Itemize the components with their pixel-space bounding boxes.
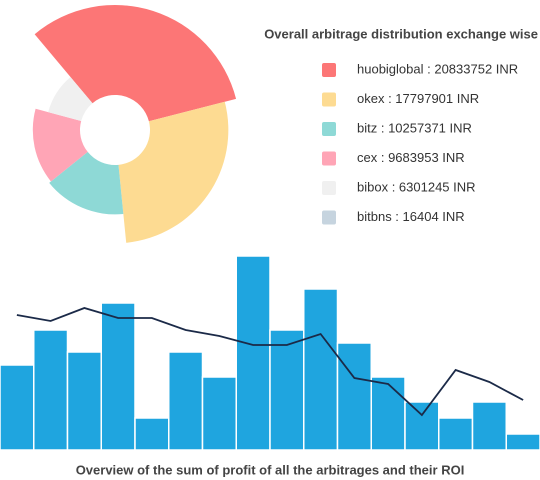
pie-slice: [85, 95, 93, 104]
legend-label: okex : 17797901 INR: [357, 91, 479, 106]
bar: [168, 351, 204, 451]
bar: [404, 401, 440, 451]
bar: [0, 364, 35, 451]
bar: [66, 351, 102, 451]
roi-line: [16, 307, 524, 417]
pie-slice: [34, 4, 237, 122]
pie-slice: [118, 101, 229, 243]
pie-slice: [48, 77, 93, 121]
bar: [370, 376, 406, 451]
pie-slice: [49, 151, 124, 215]
legend-label: bitbns : 16404 INR: [357, 209, 465, 224]
bar: [235, 255, 271, 451]
bar: [100, 302, 136, 451]
pie-slice: [32, 108, 88, 182]
bar: [201, 376, 237, 451]
legend-swatch: [322, 181, 336, 195]
legend-swatch: [322, 210, 336, 225]
bar-chart-caption: Overview of the sum of profit of all the…: [76, 462, 465, 477]
legend-label: cex : 9683953 INR: [357, 150, 465, 165]
bar: [134, 417, 170, 451]
bar: [303, 288, 339, 451]
bar: [471, 401, 507, 451]
bar: [269, 329, 305, 451]
legend-label: bibox : 6301245 INR: [357, 179, 476, 194]
bar: [438, 417, 474, 451]
bar: [33, 329, 69, 451]
legend-swatch: [322, 63, 336, 77]
bar: [505, 433, 540, 451]
legend-swatch: [322, 92, 336, 107]
legend-swatch: [322, 122, 336, 136]
legend-label: bitz : 10257371 INR: [357, 120, 472, 135]
pie-title: Overall arbitrage distribution exchange …: [264, 26, 538, 41]
legend-label: huobiglobal : 20833752 INR: [357, 61, 518, 76]
bar: [336, 342, 372, 451]
legend-swatch: [322, 151, 336, 166]
